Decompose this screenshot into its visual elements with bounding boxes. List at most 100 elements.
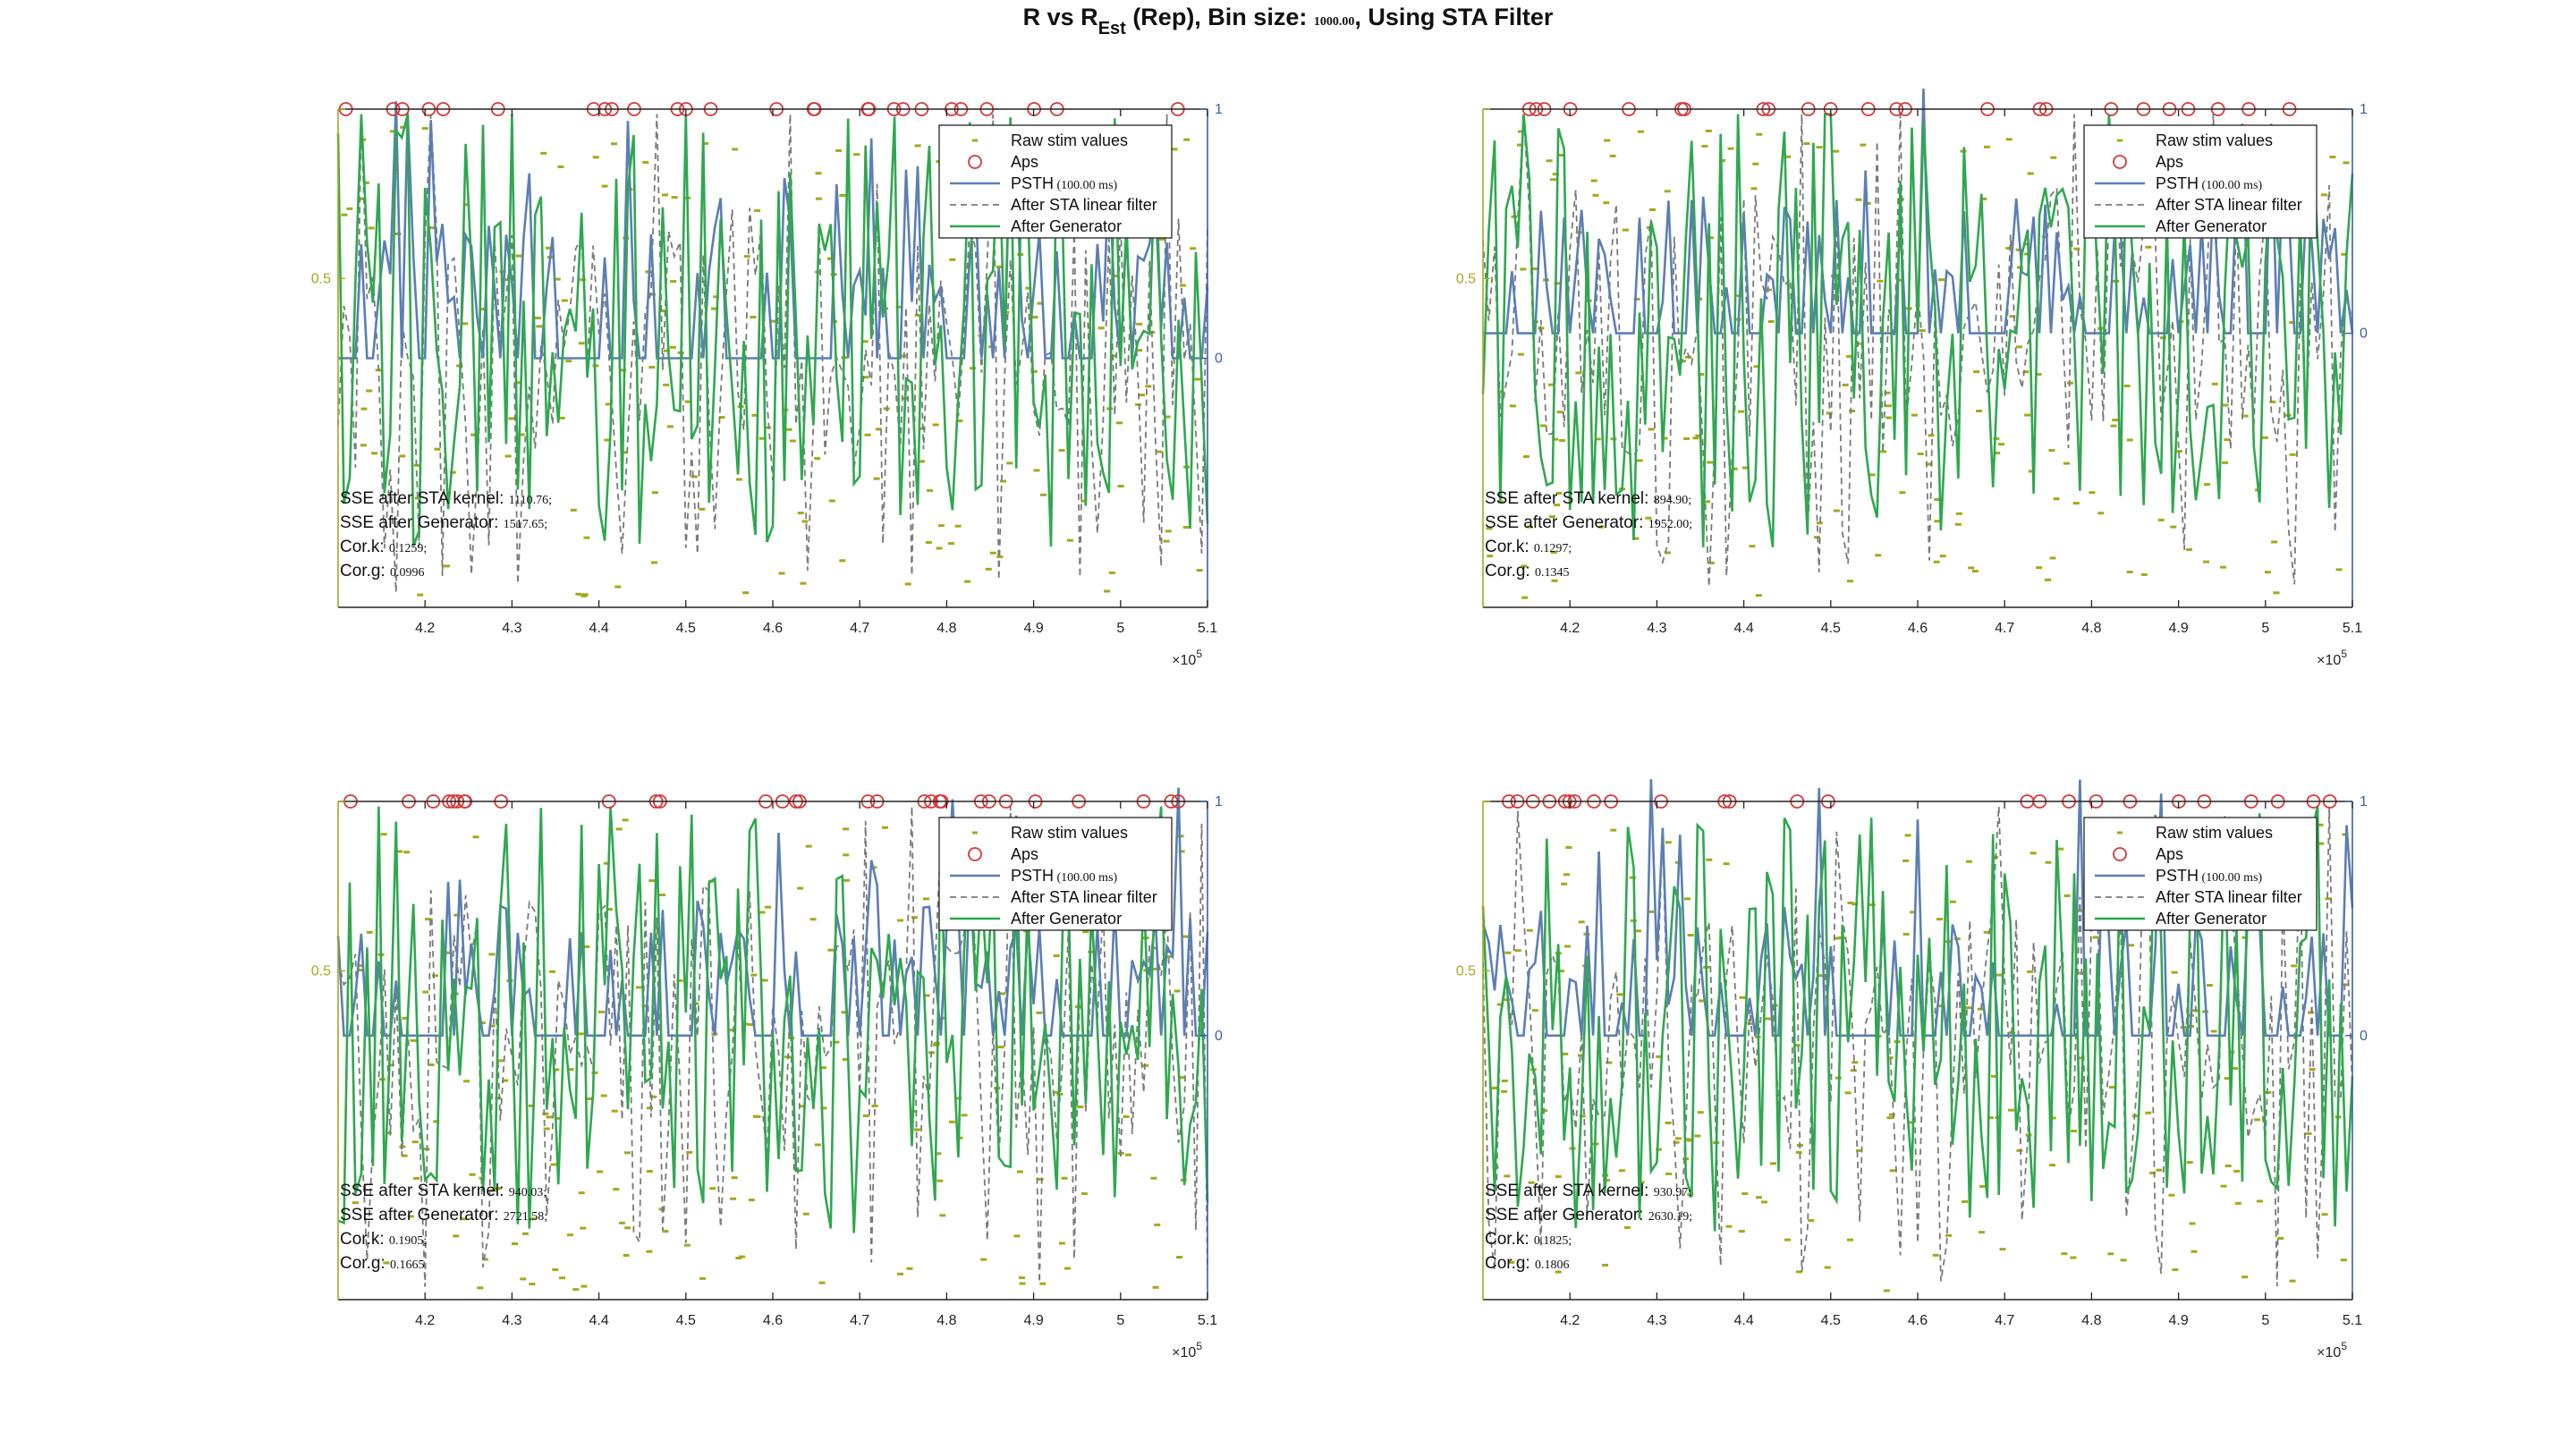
stim-point xyxy=(1852,1061,1859,1064)
stim-point xyxy=(623,1254,630,1258)
stim-point xyxy=(904,582,911,586)
stim-point xyxy=(751,413,758,417)
stim-point xyxy=(2220,1184,2227,1188)
stim-point xyxy=(536,325,543,328)
stim-point xyxy=(611,1109,618,1113)
stim-point xyxy=(421,127,428,131)
stim-point xyxy=(1508,1260,1515,1264)
chart-panel-bottom-right: 0.5 0 1 4.2 4.3 4.4 4.5 4.6 4.7 4.8 4.9 5 5.1 ×105 SSE… xyxy=(1456,779,2368,1360)
stim-point xyxy=(1980,197,1987,200)
legend-label: PSTH (100.00 ms) xyxy=(1011,867,1118,885)
stim-point xyxy=(662,193,669,197)
stim-point xyxy=(651,561,658,564)
stim-point xyxy=(1618,1169,1625,1173)
stim-point xyxy=(839,194,846,198)
stim-point xyxy=(1082,930,1089,934)
stim-point xyxy=(434,447,441,451)
stim-point xyxy=(530,1217,537,1221)
stim-point xyxy=(2049,556,2056,560)
stim-point xyxy=(641,1004,648,1008)
stim-point xyxy=(399,454,406,458)
stim-point xyxy=(624,1226,631,1230)
stim-point xyxy=(2203,560,2210,564)
stim-point xyxy=(2049,1116,2056,1120)
stim-point xyxy=(1739,996,1746,999)
x-tick-label: 4.9 xyxy=(1023,621,1043,636)
stim-point xyxy=(1563,945,1571,948)
stim-point xyxy=(1936,918,1944,921)
stim-point xyxy=(1528,1181,1535,1184)
stim-point xyxy=(1699,999,1706,1003)
stim-point xyxy=(580,1226,587,1230)
stim-point xyxy=(1707,236,1714,240)
stim-point xyxy=(731,1176,738,1180)
stim-point xyxy=(1770,1162,1777,1165)
legend-label: After Generator xyxy=(2156,217,2267,235)
stim-point xyxy=(862,376,869,379)
stim-point xyxy=(1603,201,1610,205)
stim-point xyxy=(606,908,614,911)
stim-point xyxy=(914,313,921,317)
legend-aps-marker xyxy=(968,847,982,861)
stim-point xyxy=(1179,284,1186,287)
x-tick-label: 4.8 xyxy=(936,1313,956,1328)
legend-box xyxy=(938,124,1173,239)
stim-point xyxy=(989,551,996,555)
stim-point xyxy=(1902,932,1910,936)
x-tick-label: 4.9 xyxy=(2168,1313,2188,1328)
legend-label: PSTH (100.00 ms) xyxy=(2156,867,2263,885)
stim-point xyxy=(1531,1009,1538,1013)
legend-stim-marker xyxy=(972,831,978,835)
stim-point xyxy=(1976,410,1983,413)
stim-point xyxy=(1196,569,1203,572)
stim-point xyxy=(937,524,945,528)
right-tick-label: 0 xyxy=(2360,1029,2368,1044)
stim-point xyxy=(1509,404,1516,408)
stim-point xyxy=(1165,530,1172,533)
stim-point xyxy=(611,142,618,146)
stim-point xyxy=(1154,1223,1161,1226)
stim-point xyxy=(2232,1066,2239,1070)
x-tick-label: 4.2 xyxy=(415,1313,435,1328)
stim-point xyxy=(1846,355,1853,359)
x-tick-label: 4.4 xyxy=(1733,1313,1753,1328)
stim-point xyxy=(922,897,929,901)
stim-point xyxy=(743,255,750,258)
stim-point xyxy=(1687,934,1694,937)
stim-point xyxy=(1053,954,1060,958)
stim-point xyxy=(709,1187,716,1191)
stim-point xyxy=(1037,1177,1044,1181)
stim-point xyxy=(648,879,656,883)
stim-point xyxy=(2073,247,2080,250)
stim-point xyxy=(2077,909,2084,912)
stim-point xyxy=(422,990,429,994)
stim-point xyxy=(1520,267,1527,271)
stim-point xyxy=(642,161,649,165)
stim-point xyxy=(1683,436,1690,440)
stim-point xyxy=(1000,479,1007,483)
stim-point xyxy=(2008,1108,2015,1112)
stim-point xyxy=(815,197,822,200)
legend: Raw stim values Aps PSTH (100.00 ms) After … xyxy=(938,124,1173,239)
stim-point xyxy=(2170,525,2177,529)
stim-point xyxy=(618,1221,625,1224)
stim-point xyxy=(2110,424,2117,428)
stim-point xyxy=(2203,483,2210,487)
stim-point xyxy=(1634,929,1641,933)
stim-point xyxy=(2211,382,2218,386)
stim-point xyxy=(1656,1055,1663,1058)
stim-point xyxy=(597,1170,604,1174)
right-tick-label: 0 xyxy=(2360,326,2368,342)
stim-point xyxy=(401,1154,408,1157)
legend-label: Raw stim values xyxy=(2156,131,2273,149)
stim-point xyxy=(2022,242,2029,246)
stim-point xyxy=(1707,561,1715,564)
stim-point xyxy=(1546,159,1553,163)
stim-point xyxy=(799,1105,806,1108)
x-tick-label: 4.6 xyxy=(763,1313,783,1328)
stim-point xyxy=(747,1022,754,1026)
stim-point xyxy=(624,1151,631,1155)
stim-point xyxy=(2241,936,2249,939)
x-tick-label: 4.5 xyxy=(1821,1313,1841,1328)
stat-line: Cor.g: 0.1665 xyxy=(340,1254,424,1273)
